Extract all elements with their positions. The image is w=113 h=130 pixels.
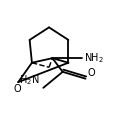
Text: O: O xyxy=(13,84,21,94)
Text: H$_2$N: H$_2$N xyxy=(19,73,40,87)
Text: NH$_2$: NH$_2$ xyxy=(84,51,103,65)
Text: O: O xyxy=(87,68,95,77)
